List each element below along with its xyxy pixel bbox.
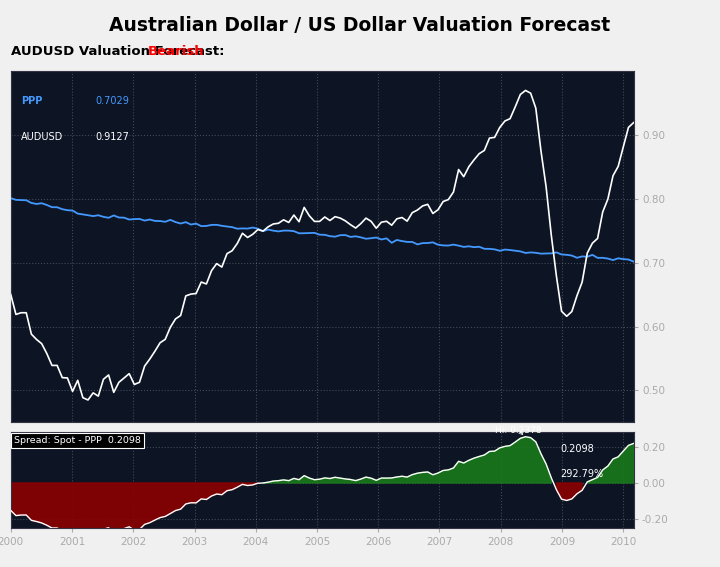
Text: 0.2098: 0.2098 [560,443,594,454]
Text: AUDUSD Valuation Forecast:: AUDUSD Valuation Forecast: [11,45,225,58]
Text: 292.79%: 292.79% [560,469,603,479]
Text: Low: -0.2300: Low: -0.2300 [0,566,1,567]
Text: Bearish: Bearish [148,45,204,58]
Text: Australian Dollar / US Dollar Valuation Forecast: Australian Dollar / US Dollar Valuation … [109,15,611,35]
Text: Hi: 0.2378: Hi: 0.2378 [495,426,541,435]
Text: Spread: Spot - PPP  0.2098: Spread: Spot - PPP 0.2098 [14,436,141,445]
